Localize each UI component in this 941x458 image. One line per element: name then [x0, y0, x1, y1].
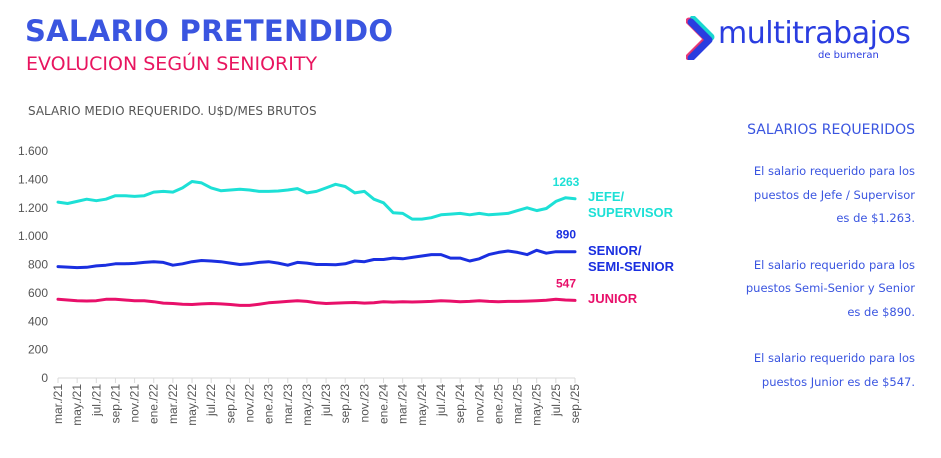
x-tick-label: nov./23: [357, 384, 371, 423]
logo-wordmark: multitrabajos: [718, 16, 911, 51]
legend-label: JEFE/: [588, 189, 625, 204]
logo-tagline: de bumeran: [818, 50, 879, 61]
x-tick-label: ene./23: [262, 384, 276, 424]
summary-line: puestos Semi-Senior y Senior: [745, 281, 915, 295]
x-tick-label: ene./22: [147, 384, 161, 424]
end-value-label: 890: [556, 228, 576, 242]
summary-line: es de $890.: [847, 304, 915, 319]
end-value-label: 1263: [553, 175, 580, 189]
salary-summary-panel: SALARIOS REQUERIDOS El salario requerido…: [675, 122, 915, 417]
x-tick-label: may./25: [530, 384, 544, 426]
x-axis: mar./21 may./21 jul./21 sep./21 nov./21 ene./…: [51, 377, 582, 426]
summary-paragraphs: El salario requerido para los puestos de …: [675, 160, 915, 394]
x-tick-label: sep./22: [223, 384, 237, 424]
series-lines: [56, 180, 577, 307]
x-tick-label: mar./25: [511, 384, 525, 424]
y-tick-label: 800: [28, 258, 48, 272]
x-tick-label: nov./21: [128, 384, 142, 423]
summary-paragraph: El salario requerido para los puestos Jun…: [675, 347, 915, 394]
x-tick-label: sep./25: [568, 384, 582, 424]
y-tick-label: 1.400: [18, 172, 48, 186]
y-tick-label: 600: [28, 286, 48, 300]
summary-line: puestos de Jefe / Supervisor: [753, 187, 915, 202]
summary-paragraph: El salario requerido para los puestos de …: [675, 160, 915, 231]
x-tick-label: mar./22: [166, 384, 180, 424]
x-tick-label: sep./21: [108, 384, 122, 424]
summary-line: es de $1.263.: [836, 211, 915, 225]
x-tick-label: jul./23: [319, 384, 333, 417]
x-tick-label: mar./21: [51, 384, 65, 424]
y-tick-label: 1.200: [18, 201, 48, 215]
x-tick-label: mar./24: [396, 384, 410, 424]
x-tick-label: mar./23: [281, 384, 295, 424]
end-value-label: 547: [556, 276, 576, 290]
series-line-jefe-supervisor: [56, 180, 577, 221]
y-tick-label: 0: [41, 371, 48, 385]
series-line-junior: [56, 297, 577, 307]
y-tick-label: 200: [28, 343, 48, 357]
summary-line: El salario requerido para los: [753, 351, 915, 365]
x-tick-label: nov./24: [472, 384, 486, 423]
series-line-senior-semi-senior: [56, 248, 577, 270]
x-tick-label: jul./24: [434, 384, 448, 417]
multitrabajos-logo: multitrabajos de bumeran: [686, 14, 936, 64]
legend-label: SENIOR/: [588, 243, 642, 258]
x-tick-label: jul./21: [89, 384, 103, 417]
legend-label: JUNIOR: [588, 291, 638, 306]
page-subtitle: EVOLUCION SEGÚN SENIORITY: [26, 53, 318, 75]
y-tick-label: 400: [28, 314, 48, 328]
series-labels: 1263 JEFE/SUPERVISOR 890 SENIOR/SEMI-SENIOR…: [553, 175, 675, 306]
chevron-right-icon: [686, 16, 715, 60]
summary-title: SALARIOS REQUERIDOS: [747, 122, 915, 138]
summary-paragraph: El salario requerido para los puestos Sem…: [675, 254, 915, 325]
page-title: SALARIO PRETENDIDO: [25, 14, 394, 48]
x-tick-label: ene./24: [377, 384, 391, 424]
x-tick-label: may./24: [415, 384, 429, 426]
y-tick-label: 1.600: [18, 144, 48, 158]
x-tick-label: jul./22: [204, 384, 218, 417]
x-tick-label: may./23: [300, 384, 314, 426]
x-tick-label: sep./24: [453, 384, 467, 424]
summary-line: puestos Junior es de $547.: [761, 374, 915, 389]
legend-label: SUPERVISOR: [588, 205, 674, 220]
y-tick-label: 1.000: [18, 229, 48, 243]
y-axis: 0 200 400 600 800 1.000 1.200 1.400 1.600: [18, 144, 48, 385]
legend-label: SEMI-SENIOR: [588, 259, 675, 274]
chart-caption: SALARIO MEDIO REQUERIDO. U$D/MES BRUTOS: [28, 104, 317, 118]
x-tick-label: ene./25: [491, 384, 505, 424]
summary-line: El salario requerido para los: [753, 257, 915, 272]
summary-line: El salario requerido para los: [753, 164, 915, 178]
x-tick-label: sep./23: [338, 384, 352, 424]
x-tick-label: nov./22: [242, 384, 256, 423]
x-tick-label: may./22: [185, 384, 199, 426]
x-tick-label: may./21: [70, 384, 84, 426]
x-tick-label: jul./25: [549, 384, 563, 417]
